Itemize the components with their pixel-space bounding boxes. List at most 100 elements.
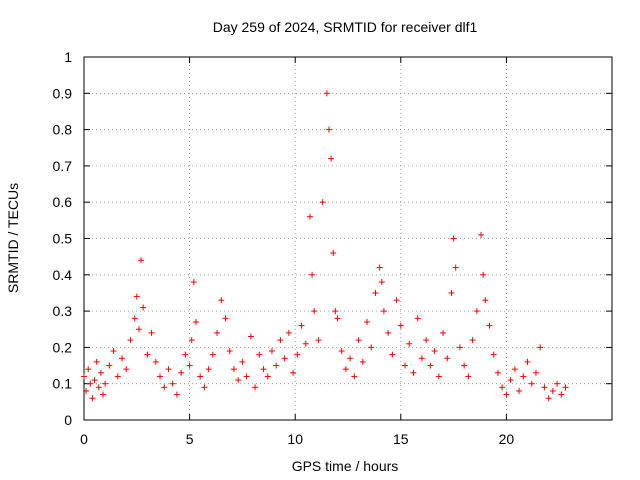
data-point <box>465 373 472 380</box>
data-point <box>148 329 155 336</box>
data-point <box>188 337 195 344</box>
data-point <box>385 329 392 336</box>
data-point <box>131 315 138 322</box>
x-tick-label: 5 <box>186 431 194 447</box>
data-points <box>81 90 569 402</box>
data-point <box>423 337 430 344</box>
data-point <box>389 351 396 358</box>
x-axis: 0 5 10 15 20 <box>80 57 514 447</box>
data-point <box>410 369 417 376</box>
data-point <box>190 279 197 286</box>
data-point <box>516 387 523 394</box>
data-point <box>100 391 107 398</box>
y-tick-label: 0.8 <box>53 122 73 138</box>
data-point <box>511 366 518 373</box>
data-point <box>89 395 96 402</box>
data-point <box>545 395 552 402</box>
data-point <box>161 384 168 391</box>
data-point <box>95 384 102 391</box>
data-point <box>562 384 569 391</box>
y-tick-label: 0.3 <box>53 303 73 319</box>
data-point <box>315 337 322 344</box>
data-point <box>140 304 147 311</box>
data-point <box>334 315 341 322</box>
data-point <box>528 380 535 387</box>
data-point <box>182 351 189 358</box>
data-point <box>309 271 316 278</box>
data-point <box>359 358 366 365</box>
data-point <box>93 358 100 365</box>
x-tick-label: 10 <box>287 431 303 447</box>
data-point <box>450 235 457 242</box>
data-point <box>306 213 313 220</box>
data-point <box>91 377 98 384</box>
data-point <box>281 355 288 362</box>
data-point <box>268 348 275 355</box>
y-tick-label: 0.5 <box>53 231 73 247</box>
data-point <box>260 366 267 373</box>
data-point <box>520 373 527 380</box>
data-point <box>414 315 421 322</box>
data-point <box>235 377 242 384</box>
data-point <box>372 289 379 296</box>
data-point <box>444 355 451 362</box>
data-point <box>499 384 506 391</box>
data-point <box>338 348 345 355</box>
data-point <box>469 337 476 344</box>
data-point <box>503 391 510 398</box>
data-point <box>431 348 438 355</box>
data-point <box>110 348 117 355</box>
data-point <box>277 337 284 344</box>
data-point <box>85 366 92 373</box>
x-tick-label: 20 <box>499 431 515 447</box>
data-point <box>273 362 280 369</box>
data-point <box>397 322 404 329</box>
data-point <box>532 369 539 376</box>
data-point <box>239 358 246 365</box>
data-point <box>264 373 271 380</box>
data-point <box>541 384 548 391</box>
data-point <box>418 355 425 362</box>
data-point <box>178 369 185 376</box>
data-point <box>473 308 480 315</box>
data-point <box>480 271 487 278</box>
data-point <box>87 380 94 387</box>
x-tick-label: 15 <box>393 431 409 447</box>
data-point <box>226 348 233 355</box>
data-point <box>205 366 212 373</box>
data-point <box>456 344 463 351</box>
data-point <box>256 351 263 358</box>
data-point <box>355 337 362 344</box>
data-point <box>347 355 354 362</box>
data-point <box>524 358 531 365</box>
data-point <box>222 315 229 322</box>
data-point <box>106 362 113 369</box>
data-point <box>494 369 501 376</box>
data-point <box>114 373 121 380</box>
data-point <box>209 351 216 358</box>
data-point <box>102 380 109 387</box>
data-point <box>490 351 497 358</box>
data-point <box>252 384 259 391</box>
data-point <box>144 351 151 358</box>
data-point <box>558 391 565 398</box>
data-point <box>402 362 409 369</box>
data-point <box>332 308 339 315</box>
data-point <box>127 337 134 344</box>
data-point <box>549 387 556 394</box>
data-point <box>478 231 485 238</box>
data-point <box>290 369 297 376</box>
data-point <box>298 322 305 329</box>
data-point <box>537 344 544 351</box>
data-point <box>119 355 126 362</box>
data-point <box>330 250 337 257</box>
data-point <box>368 344 375 351</box>
data-point <box>294 351 301 358</box>
data-point <box>554 380 561 387</box>
x-tick-label: 0 <box>80 431 88 447</box>
data-point <box>165 366 172 373</box>
data-point <box>214 329 221 336</box>
data-point <box>138 257 145 264</box>
